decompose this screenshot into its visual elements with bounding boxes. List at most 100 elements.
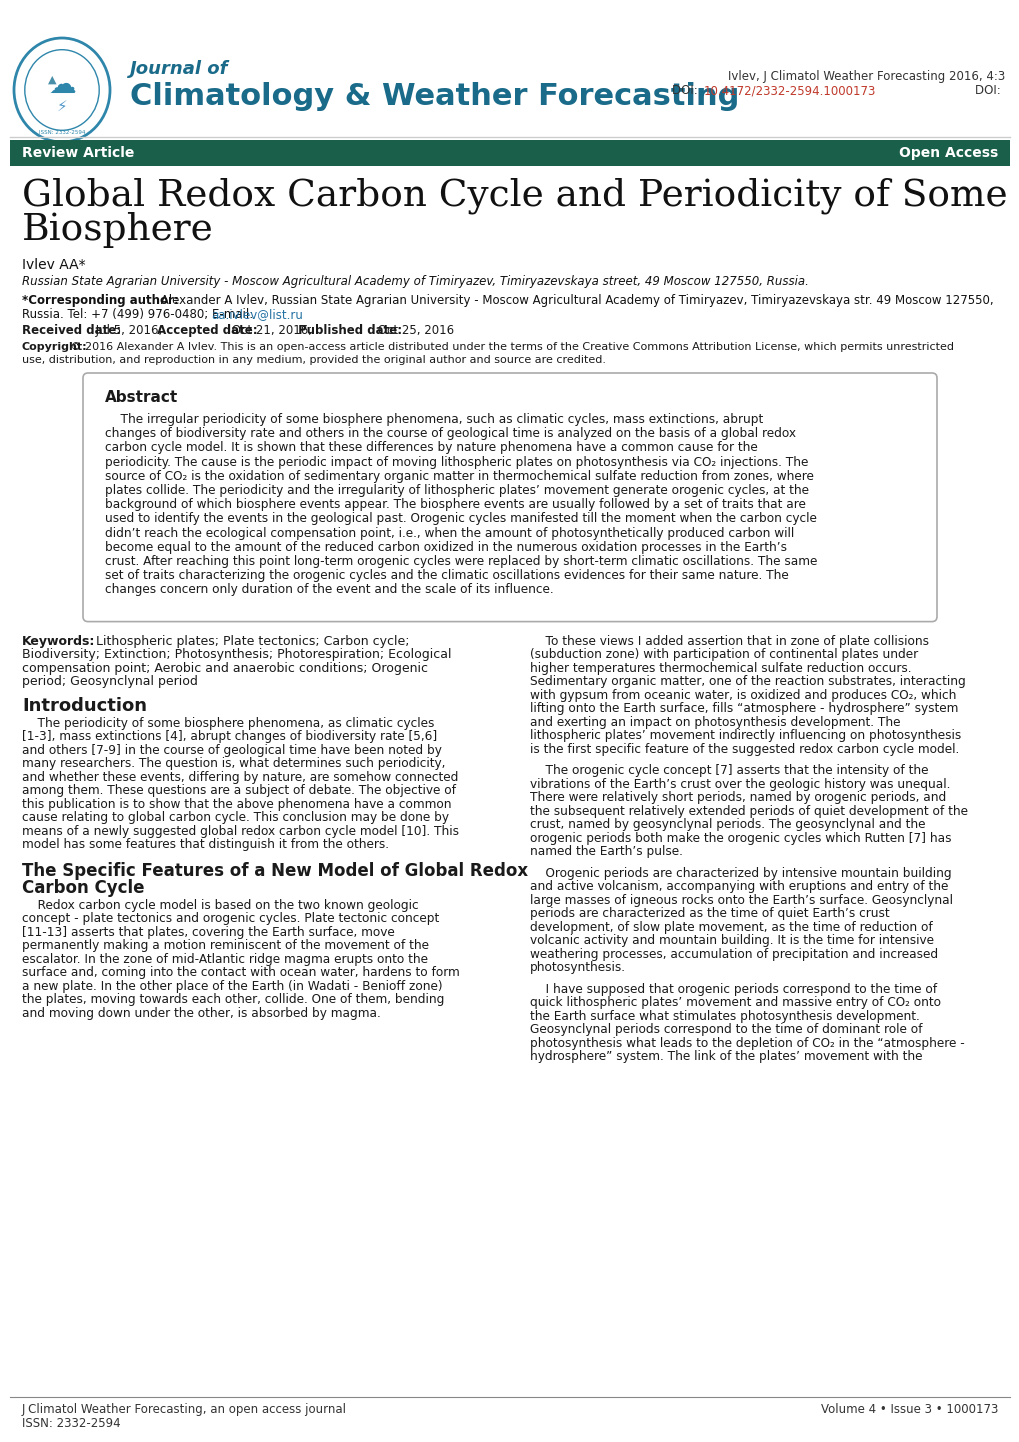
Text: Biodiversity; Extinction; Photosynthesis; Photorespiration; Ecological: Biodiversity; Extinction; Photosynthesis…	[22, 647, 451, 660]
Text: crust. After reaching this point long-term orogenic cycles were replaced by shor: crust. After reaching this point long-te…	[105, 555, 816, 568]
Text: ⚡: ⚡	[57, 98, 67, 114]
Text: aa.ivlev@list.ru: aa.ivlev@list.ru	[211, 309, 303, 322]
Text: Russian State Agrarian University - Moscow Agricultural Academy of Timiryazev, T: Russian State Agrarian University - Mosc…	[22, 275, 808, 288]
Text: the Earth surface what stimulates photosynthesis development.: the Earth surface what stimulates photos…	[530, 1009, 919, 1022]
Text: DOI:: DOI:	[974, 84, 1004, 97]
Text: a new plate. In the other place of the Earth (in Wadati - Benioff zone): a new plate. In the other place of the E…	[22, 979, 442, 992]
Text: lifting onto the Earth surface, fills “atmosphere - hydrosphere” system: lifting onto the Earth surface, fills “a…	[530, 702, 958, 715]
Text: Introduction: Introduction	[22, 696, 147, 715]
Text: means of a newly suggested global redox carbon cycle model [10]. This: means of a newly suggested global redox …	[22, 825, 459, 838]
Text: use, distribution, and reproduction in any medium, provided the original author : use, distribution, and reproduction in a…	[22, 355, 605, 365]
Text: higher temperatures thermochemical sulfate reduction occurs.: higher temperatures thermochemical sulfa…	[530, 662, 911, 675]
Text: Open Access: Open Access	[898, 146, 997, 160]
Text: Geosynclynal periods correspond to the time of dominant role of: Geosynclynal periods correspond to the t…	[530, 1024, 921, 1037]
Text: Global Redox Carbon Cycle and Periodicity of Some Phenomena in: Global Redox Carbon Cycle and Periodicit…	[22, 177, 1019, 215]
Text: named the Earth’s pulse.: named the Earth’s pulse.	[530, 845, 682, 858]
Text: Volume 4 • Issue 3 • 1000173: Volume 4 • Issue 3 • 1000173	[820, 1403, 997, 1416]
Text: Received date:: Received date:	[22, 324, 121, 337]
Text: quick lithospheric plates’ movement and massive entry of CO₂ onto: quick lithospheric plates’ movement and …	[530, 996, 941, 1009]
Text: compensation point; Aerobic and anaerobic conditions; Orogenic: compensation point; Aerobic and anaerobi…	[22, 662, 428, 675]
Text: this publication is to show that the above phenomena have a common: this publication is to show that the abo…	[22, 797, 451, 810]
Text: ISSN: 2332-2594: ISSN: 2332-2594	[39, 130, 86, 134]
Text: carbon cycle model. It is shown that these differences by nature phenomena have : carbon cycle model. It is shown that the…	[105, 441, 757, 454]
Text: volcanic activity and mountain building. It is the time for intensive: volcanic activity and mountain building.…	[530, 934, 933, 947]
Text: vibrations of the Earth’s crust over the geologic history was unequal.: vibrations of the Earth’s crust over the…	[530, 777, 950, 790]
Text: with gypsum from oceanic water, is oxidized and produces CO₂, which: with gypsum from oceanic water, is oxidi…	[530, 689, 956, 702]
Text: *Corresponding author:: *Corresponding author:	[22, 294, 178, 307]
Text: ISSN: 2332-2594: ISSN: 2332-2594	[22, 1417, 120, 1430]
Text: Review Article: Review Article	[22, 146, 135, 160]
Text: The orogenic cycle concept [7] asserts that the intensity of the: The orogenic cycle concept [7] asserts t…	[530, 764, 927, 777]
Text: [1-3], mass extinctions [4], abrupt changes of biodiversity rate [5,6]: [1-3], mass extinctions [4], abrupt chan…	[22, 730, 437, 743]
Text: [11-13] asserts that plates, covering the Earth surface, move: [11-13] asserts that plates, covering th…	[22, 926, 394, 939]
Text: source of CO₂ is the oxidation of sedimentary organic matter in thermochemical s: source of CO₂ is the oxidation of sedime…	[105, 470, 813, 483]
Text: Russia. Tel: +7 (499) 976-0480; E-mail:: Russia. Tel: +7 (499) 976-0480; E-mail:	[22, 309, 257, 322]
Text: is the first specific feature of the suggested redox carbon cycle model.: is the first specific feature of the sug…	[530, 743, 958, 756]
Text: Sedimentary organic matter, one of the reaction substrates, interacting: Sedimentary organic matter, one of the r…	[530, 675, 965, 688]
Text: I have supposed that orogenic periods correspond to the time of: I have supposed that orogenic periods co…	[530, 982, 936, 995]
Text: Orogenic periods are characterized by intensive mountain building: Orogenic periods are characterized by in…	[530, 867, 951, 880]
Text: and moving down under the other, is absorbed by magma.: and moving down under the other, is abso…	[22, 1007, 380, 1019]
Text: period; Geosynclynal period: period; Geosynclynal period	[22, 675, 198, 688]
Text: photosynthesis what leads to the depletion of CO₂ in the “atmosphere -: photosynthesis what leads to the depleti…	[530, 1037, 964, 1050]
Text: Oct 25, 2016: Oct 25, 2016	[374, 324, 454, 337]
Text: orogenic periods both make the orogenic cycles which Rutten [7] has: orogenic periods both make the orogenic …	[530, 832, 951, 845]
Text: Jul 5, 2016;: Jul 5, 2016;	[92, 324, 162, 337]
Text: DOI:: DOI:	[672, 84, 701, 97]
Text: model has some features that distinguish it from the others.: model has some features that distinguish…	[22, 838, 388, 851]
Text: weathering processes, accumulation of precipitation and increased: weathering processes, accumulation of pr…	[530, 947, 937, 960]
Text: 10.4172/2332-2594.1000173: 10.4172/2332-2594.1000173	[703, 84, 875, 97]
Text: Redox carbon cycle model is based on the two known geologic: Redox carbon cycle model is based on the…	[22, 898, 418, 911]
Text: J Climatol Weather Forecasting, an open access journal: J Climatol Weather Forecasting, an open …	[22, 1403, 346, 1416]
Text: cause relating to global carbon cycle. This conclusion may be done by: cause relating to global carbon cycle. T…	[22, 810, 448, 823]
Text: There were relatively short periods, named by orogenic periods, and: There were relatively short periods, nam…	[530, 792, 946, 805]
Text: large masses of igneous rocks onto the Earth’s surface. Geosynclynal: large masses of igneous rocks onto the E…	[530, 894, 952, 907]
Text: ▲: ▲	[48, 75, 56, 85]
Text: escalator. In the zone of mid-Atlantic ridge magma erupts onto the: escalator. In the zone of mid-Atlantic r…	[22, 953, 428, 966]
Text: and active volcanism, accompanying with eruptions and entry of the: and active volcanism, accompanying with …	[530, 880, 948, 893]
Text: used to identify the events in the geological past. Orogenic cycles manifested t: used to identify the events in the geolo…	[105, 512, 816, 525]
Text: and whether these events, differing by nature, are somehow connected: and whether these events, differing by n…	[22, 770, 458, 783]
Text: Journal of: Journal of	[129, 61, 228, 78]
Text: changes of biodiversity rate and others in the course of geological time is anal: changes of biodiversity rate and others …	[105, 427, 795, 440]
Text: (subduction zone) with participation of continental plates under: (subduction zone) with participation of …	[530, 647, 917, 660]
Text: development, of slow plate movement, as the time of reduction of: development, of slow plate movement, as …	[530, 920, 931, 933]
Text: periods are characterized as the time of quiet Earth’s crust: periods are characterized as the time of…	[530, 907, 889, 920]
Text: Biosphere: Biosphere	[22, 212, 214, 248]
Text: The Specific Features of a New Model of Global Redox: The Specific Features of a New Model of …	[22, 862, 528, 880]
FancyBboxPatch shape	[83, 373, 936, 622]
Text: Abstract: Abstract	[105, 389, 178, 405]
Text: plates collide. The periodicity and the irregularity of lithospheric plates’ mov: plates collide. The periodicity and the …	[105, 485, 808, 497]
Text: Keywords:: Keywords:	[22, 634, 96, 647]
Text: Carbon Cycle: Carbon Cycle	[22, 878, 145, 897]
Text: hydrosphere” system. The link of the plates’ movement with the: hydrosphere” system. The link of the pla…	[530, 1050, 921, 1063]
Text: set of traits characterizing the orogenic cycles and the climatic oscillations e: set of traits characterizing the orogeni…	[105, 570, 788, 583]
Text: Accepted date:: Accepted date:	[153, 324, 258, 337]
Text: become equal to the amount of the reduced carbon oxidized in the numerous oxidat: become equal to the amount of the reduce…	[105, 541, 787, 554]
Text: the subsequent relatively extended periods of quiet development of the: the subsequent relatively extended perio…	[530, 805, 967, 818]
Text: many researchers. The question is, what determines such periodicity,: many researchers. The question is, what …	[22, 757, 445, 770]
Text: permanently making a motion reminiscent of the movement of the: permanently making a motion reminiscent …	[22, 939, 429, 952]
Text: Published date:: Published date:	[294, 324, 403, 337]
Text: and others [7-9] in the course of geological time have been noted by: and others [7-9] in the course of geolog…	[22, 744, 441, 757]
Text: crust, named by geosynclynal periods. The geosynclynal and the: crust, named by geosynclynal periods. Th…	[530, 818, 924, 831]
Text: Alexander A Ivlev, Russian State Agrarian University - Moscow Agricultural Acade: Alexander A Ivlev, Russian State Agraria…	[157, 294, 993, 307]
FancyBboxPatch shape	[10, 140, 1009, 166]
Text: Copyright:: Copyright:	[22, 342, 88, 352]
Text: Climatology & Weather Forecasting: Climatology & Weather Forecasting	[129, 82, 739, 111]
Text: To these views I added assertion that in zone of plate collisions: To these views I added assertion that in…	[530, 634, 928, 647]
Text: background of which biosphere events appear. The biosphere events are usually fo: background of which biosphere events app…	[105, 497, 805, 512]
Text: didn’t reach the ecological compensation point, i.e., when the amount of photosy: didn’t reach the ecological compensation…	[105, 526, 794, 539]
Text: The irregular periodicity of some biosphere phenomena, such as climatic cycles, : The irregular periodicity of some biosph…	[105, 412, 762, 425]
Text: Ivlev AA*: Ivlev AA*	[22, 258, 86, 273]
Text: Lithospheric plates; Plate tectonics; Carbon cycle;: Lithospheric plates; Plate tectonics; Ca…	[88, 634, 409, 647]
Text: surface and, coming into the contact with ocean water, hardens to form: surface and, coming into the contact wit…	[22, 966, 460, 979]
Text: ☁: ☁	[48, 71, 75, 99]
Text: The periodicity of some biosphere phenomena, as climatic cycles: The periodicity of some biosphere phenom…	[22, 717, 434, 730]
Text: photosynthesis.: photosynthesis.	[530, 962, 626, 975]
Text: Ivlev, J Climatol Weather Forecasting 2016, 4:3: Ivlev, J Climatol Weather Forecasting 20…	[727, 71, 1004, 84]
Text: © 2016 Alexander A Ivlev. This is an open-access article distributed under the t: © 2016 Alexander A Ivlev. This is an ope…	[67, 342, 954, 352]
Text: changes concern only duration of the event and the scale of its influence.: changes concern only duration of the eve…	[105, 584, 553, 597]
Text: and exerting an impact on photosynthesis development. The: and exerting an impact on photosynthesis…	[530, 715, 900, 728]
Text: lithospheric plates’ movement indirectly influencing on photosynthesis: lithospheric plates’ movement indirectly…	[530, 730, 960, 743]
